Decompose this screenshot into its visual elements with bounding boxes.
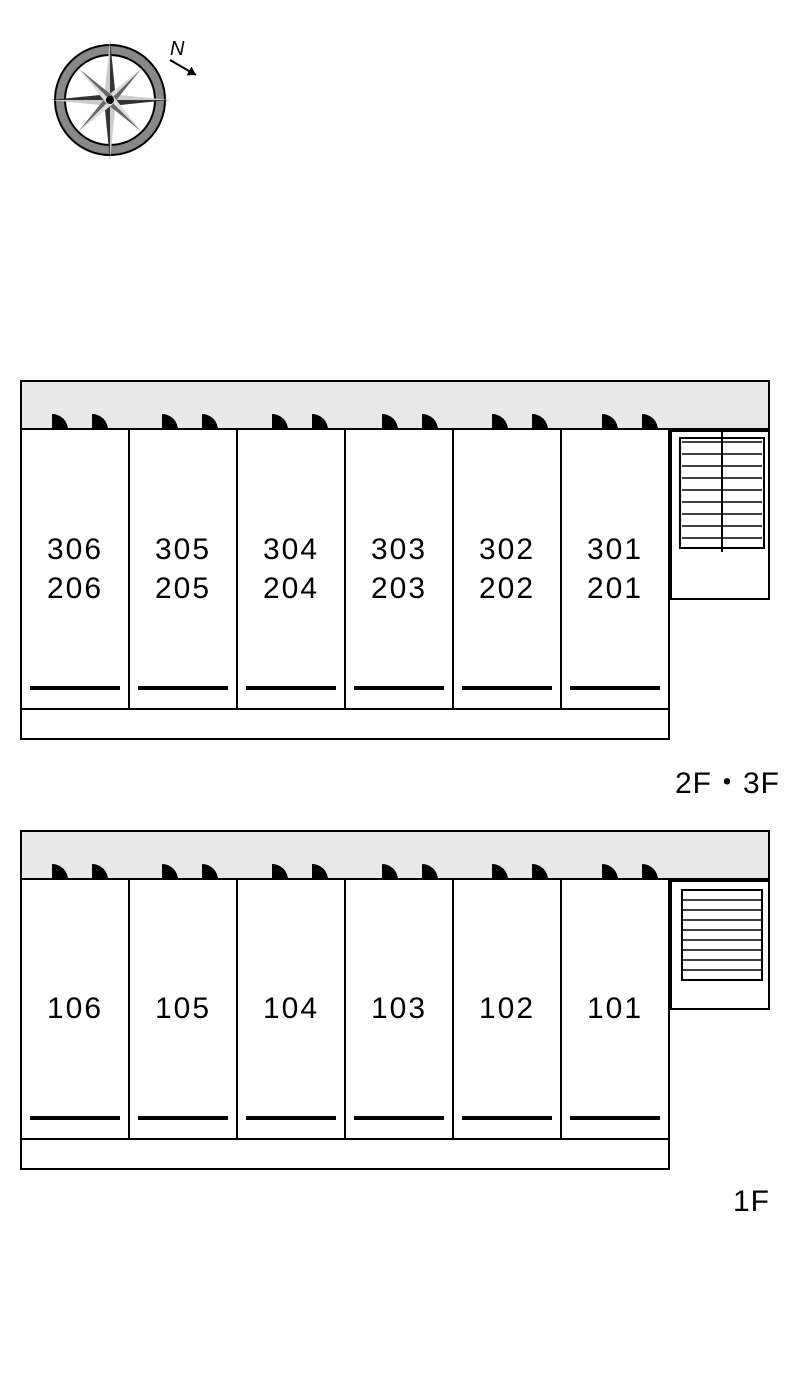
balcony-marker [354, 1116, 444, 1120]
unit-103: 103 [346, 880, 454, 1140]
balcony-strip-upper [20, 710, 670, 740]
unit-label: 106 [47, 992, 103, 1026]
unit-label-bottom: 205 [155, 569, 211, 608]
unit-label: 101 [587, 992, 643, 1026]
unit-label-top: 301 [587, 530, 643, 569]
balcony-marker [138, 686, 228, 690]
unit-label-top: 305 [155, 530, 211, 569]
unit-102: 102 [454, 880, 562, 1140]
corridor-lower [20, 830, 770, 880]
unit-304-204: 304 204 [238, 430, 346, 710]
floor-label-lower: 1F [733, 1185, 770, 1219]
unit-label-bottom: 204 [263, 569, 319, 608]
unit-label: 104 [263, 992, 319, 1026]
balcony-marker [246, 686, 336, 690]
unit-302-202: 302 202 [454, 430, 562, 710]
unit-label-top: 304 [263, 530, 319, 569]
corridor-upper [20, 380, 770, 430]
units-row-lower: 106 105 104 103 102 101 [20, 880, 670, 1140]
compass-rose: N [40, 20, 220, 175]
compass-n-label: N [170, 38, 185, 60]
balcony-strip-lower [20, 1140, 670, 1170]
floor-plan-upper: 306 206 305 205 304 204 303 203 [20, 380, 770, 740]
stair-lower [670, 880, 770, 1010]
unit-306-206: 306 206 [22, 430, 130, 710]
unit-303-203: 303 203 [346, 430, 454, 710]
unit-105: 105 [130, 880, 238, 1140]
balcony-marker [462, 686, 552, 690]
unit-106: 106 [22, 880, 130, 1140]
unit-label-bottom: 201 [587, 569, 643, 608]
balcony-marker [462, 1116, 552, 1120]
stair-upper [670, 430, 770, 600]
unit-label: 105 [155, 992, 211, 1026]
unit-label: 103 [371, 992, 427, 1026]
door-markers-upper [52, 414, 658, 430]
unit-label-bottom: 206 [47, 569, 103, 608]
unit-label-bottom: 202 [479, 569, 535, 608]
door-markers-lower [52, 864, 658, 880]
unit-101: 101 [562, 880, 670, 1140]
units-row-upper: 306 206 305 205 304 204 303 203 [20, 430, 670, 710]
balcony-marker [30, 1116, 120, 1120]
unit-label-top: 302 [479, 530, 535, 569]
unit-301-201: 301 201 [562, 430, 670, 710]
balcony-marker [570, 1116, 660, 1120]
unit-label-bottom: 203 [371, 569, 427, 608]
unit-label-top: 303 [371, 530, 427, 569]
unit-label-top: 306 [47, 530, 103, 569]
floor-plan-lower: 106 105 104 103 102 101 [20, 830, 770, 1170]
floor-label-upper: 2F・3F [675, 758, 780, 802]
balcony-marker [354, 686, 444, 690]
balcony-marker [570, 686, 660, 690]
unit-305-205: 305 205 [130, 430, 238, 710]
unit-label: 102 [479, 992, 535, 1026]
unit-104: 104 [238, 880, 346, 1140]
balcony-marker [30, 686, 120, 690]
balcony-marker [246, 1116, 336, 1120]
balcony-marker [138, 1116, 228, 1120]
